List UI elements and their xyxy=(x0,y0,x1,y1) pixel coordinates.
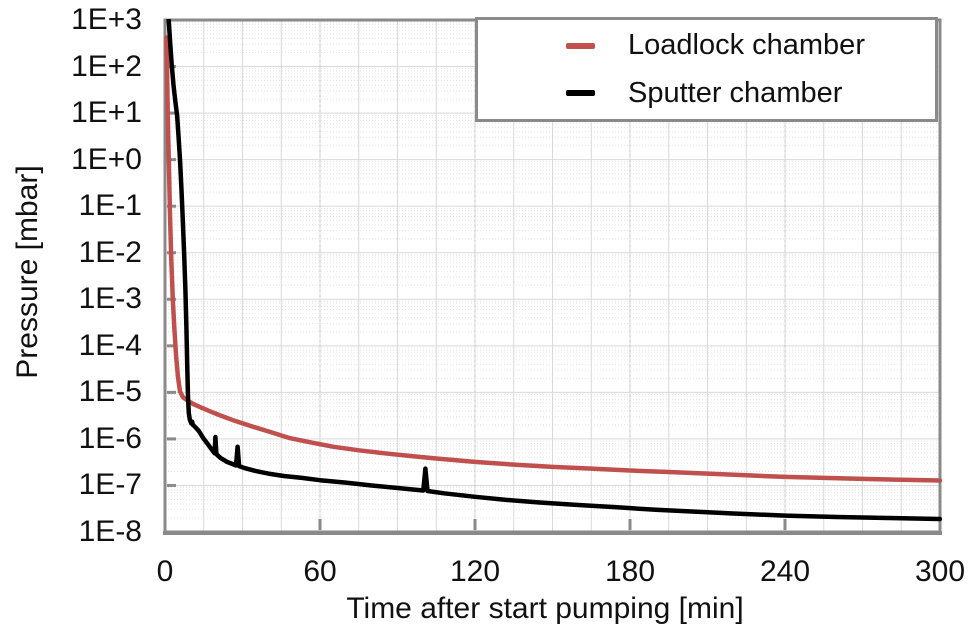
y-tick-label: 1E-5 xyxy=(78,375,142,409)
y-tick-label: 1E-7 xyxy=(78,468,142,502)
x-axis-title: Time after start pumping [min] xyxy=(346,592,744,625)
series-line-loadlock xyxy=(164,35,942,483)
x-tick-label: 60 xyxy=(303,555,337,588)
legend-swatch-sputter-line xyxy=(566,90,595,97)
x-tick-label: 180 xyxy=(604,555,656,588)
y-tick-label: 1E-3 xyxy=(78,282,142,316)
y-tick-label: 1E-8 xyxy=(78,515,142,548)
y-tick-label: 1E-6 xyxy=(78,421,142,455)
legend-item-loadlock: Loadlock chamber xyxy=(478,23,935,69)
x-tick-label: 120 xyxy=(449,555,501,588)
y-tick-label: 1E+0 xyxy=(71,142,142,176)
y-tick-label: 1E-1 xyxy=(78,189,142,223)
y-tick-label: 1E+1 xyxy=(71,96,142,130)
y-axis-title: Pressure [mbar] xyxy=(11,165,44,379)
x-tick-label: 300 xyxy=(914,555,966,588)
legend-label-sputter: Sputter chamber xyxy=(628,76,843,109)
y-tick-label: 1E-4 xyxy=(78,328,142,362)
legend-swatch-loadlock-line xyxy=(566,42,595,49)
series-line-sputter xyxy=(166,19,942,522)
x-tick-label: 240 xyxy=(759,555,811,588)
legend-item-sputter: Sputter chamber xyxy=(478,70,935,116)
y-tick-label: 1E+2 xyxy=(71,49,142,83)
x-tick-label: 0 xyxy=(156,555,174,588)
y-tick-label: 1E-2 xyxy=(78,235,142,269)
legend: Loadlock chamber Sputter chamber xyxy=(475,17,938,122)
y-tick-label: 1E+3 xyxy=(71,3,142,36)
legend-label-loadlock: Loadlock chamber xyxy=(628,29,865,62)
